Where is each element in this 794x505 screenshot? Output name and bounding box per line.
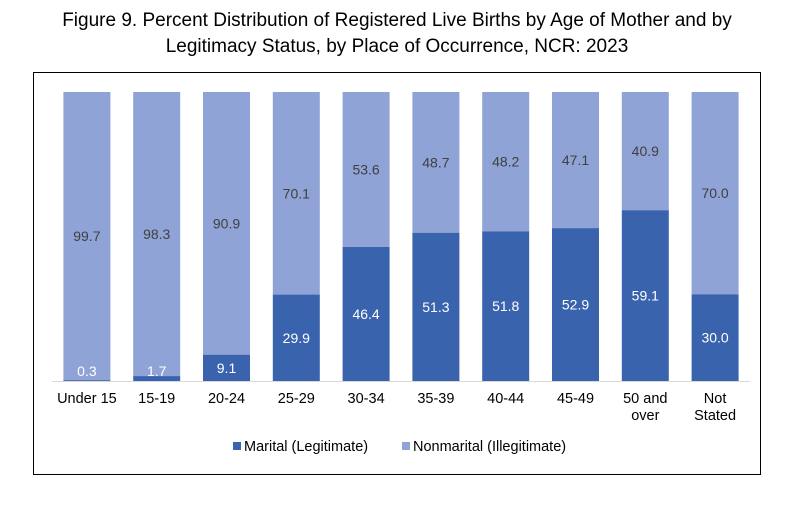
data-label-nonmarital: 99.7 [73, 228, 100, 244]
data-label-marital: 51.3 [422, 299, 449, 315]
data-label-marital: 51.8 [492, 298, 519, 314]
bar-marital [691, 294, 739, 381]
data-label-nonmarital: 70.0 [701, 185, 728, 201]
bar-marital [552, 228, 599, 381]
data-label-marital: 1.7 [147, 363, 167, 379]
data-label-nonmarital: 98.3 [143, 226, 170, 242]
data-label-marital: 30.0 [701, 330, 728, 346]
bar-nonmarital [412, 92, 460, 233]
bar-nonmarital [133, 92, 181, 377]
x-tick-label: Under 15 [57, 391, 117, 407]
legend-label-nonmarital: Nonmarital (Illegitimate) [413, 439, 566, 455]
bar-marital [203, 354, 250, 381]
x-tick-label: 25-29 [278, 391, 315, 407]
data-label-nonmarital: 40.9 [632, 143, 659, 159]
bar-marital [482, 231, 530, 381]
bar-nonmarital [63, 92, 111, 381]
data-label-marital: 9.1 [217, 360, 237, 376]
data-label-nonmarital: 70.1 [283, 185, 310, 201]
x-tick-label: 35-39 [417, 391, 454, 407]
bar-nonmarital [621, 92, 669, 211]
x-tick-label: 20-24 [208, 391, 245, 407]
data-label-nonmarital: 48.7 [422, 154, 449, 170]
chart-frame [33, 72, 761, 475]
x-tick-label: 50 and over [623, 391, 667, 424]
bar-marital [133, 376, 181, 381]
data-label-marital: 59.1 [632, 288, 659, 304]
data-label-nonmarital: 53.6 [352, 161, 379, 177]
x-tick-label: Not Stated [694, 391, 736, 424]
chart-title: Figure 9. Percent Distribution of Regist… [0, 8, 794, 60]
data-label-marital: 52.9 [562, 297, 589, 313]
data-label-nonmarital: 47.1 [562, 152, 589, 168]
data-label-marital: 29.9 [283, 330, 310, 346]
x-tick-label: 40-44 [487, 391, 524, 407]
x-tick-label: 30-34 [348, 391, 385, 407]
bar-marital [621, 210, 669, 381]
bar-marital [412, 232, 460, 381]
legend-swatch-marital [233, 442, 241, 450]
bar-marital [342, 246, 390, 381]
x-tick-label: 15-19 [138, 391, 175, 407]
bar-nonmarital [691, 92, 739, 295]
data-label-nonmarital: 48.2 [492, 154, 519, 170]
data-label-marital: 46.4 [352, 306, 379, 322]
chart-title-line-1: Figure 9. Percent Distribution of Regist… [62, 10, 732, 31]
data-label-nonmarital: 90.9 [213, 215, 240, 231]
chart-title-line-2: Legitimacy Status, by Place of Occurrenc… [165, 36, 629, 57]
bar-marital [63, 380, 111, 381]
bar-nonmarital [482, 92, 530, 232]
bar-nonmarital [203, 92, 250, 355]
bar-nonmarital [342, 92, 390, 247]
legend-swatch-nonmarital [402, 442, 410, 450]
bar-nonmarital [272, 92, 320, 295]
data-label-marital: 0.3 [77, 363, 97, 379]
legend-label-marital: Marital (Legitimate) [244, 439, 368, 455]
x-tick-label: 45-49 [557, 391, 594, 407]
bar-marital [272, 294, 320, 381]
bar-nonmarital [552, 92, 599, 229]
